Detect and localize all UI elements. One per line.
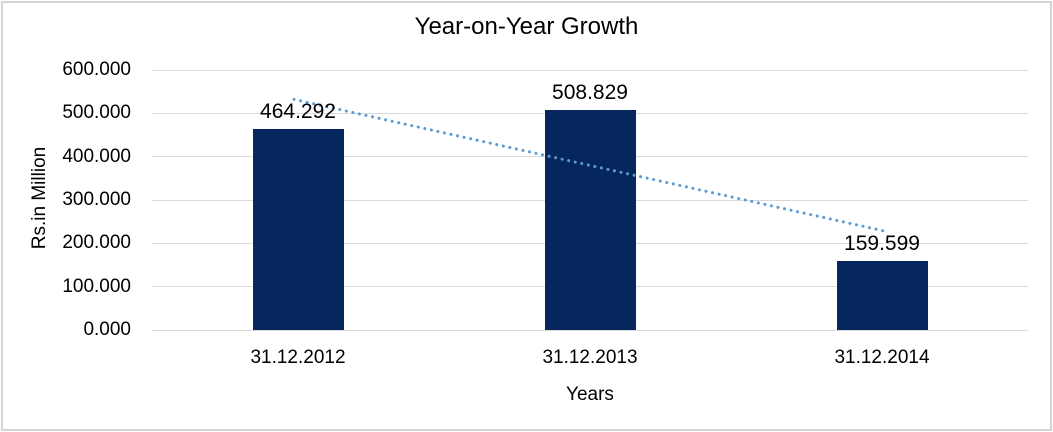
y-tick-label: 500.000: [62, 102, 131, 124]
bar-31.12.2012: [252, 128, 344, 330]
bar-data-label: 464.292: [260, 99, 336, 123]
x-axis-title: Years: [566, 384, 614, 405]
bar-data-label: 159.599: [844, 231, 920, 255]
gridline: [152, 329, 1028, 331]
bar-31.12.2013: [544, 109, 636, 330]
bar-data-label: 508.829: [552, 80, 628, 104]
x-tick-label: 31.12.2014: [834, 347, 930, 368]
y-tick-label: 600.000: [62, 59, 131, 80]
x-tick-label: 31.12.2013: [542, 347, 638, 368]
gridline: [152, 69, 1028, 71]
y-tick-label: 100.000: [62, 275, 131, 297]
bar-31.12.2014: [836, 260, 928, 330]
x-tick-label: 31.12.2012: [250, 347, 346, 368]
y-tick-label: 300.000: [62, 189, 131, 210]
y-tick-label: 200.000: [62, 232, 131, 254]
y-tick-label: 400.000: [62, 145, 131, 167]
chart-title: Year-on-Year Growth: [414, 13, 639, 40]
y-tick-label: 0.000: [83, 319, 131, 340]
